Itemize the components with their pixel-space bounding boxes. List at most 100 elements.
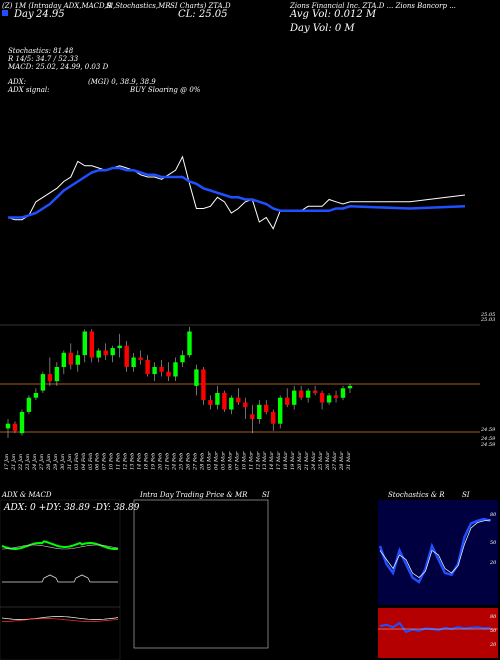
candle-body bbox=[243, 402, 248, 408]
intraday-panel bbox=[133, 499, 269, 649]
candle-body bbox=[173, 362, 178, 377]
candle-body bbox=[340, 388, 346, 398]
adx-signal-label: ADX signal: bbox=[8, 86, 50, 94]
x-tick-label: 05 Feb bbox=[88, 453, 94, 470]
macd-signal-line bbox=[2, 618, 119, 622]
candle-body bbox=[222, 393, 227, 410]
candle-body bbox=[257, 404, 262, 419]
x-tick-label: 12 Feb bbox=[123, 453, 129, 470]
candle-body bbox=[298, 390, 304, 398]
moving-average-line bbox=[8, 166, 466, 219]
candles bbox=[5, 326, 353, 438]
x-tick-label: 20 Mar bbox=[297, 451, 303, 471]
x-tick-label: 22 Jan bbox=[18, 454, 24, 471]
stoch-label-50: 50 bbox=[490, 540, 497, 546]
stoch-panel-title: Stochastics & R bbox=[388, 491, 445, 499]
x-tick-label: 10 Feb bbox=[109, 453, 115, 470]
adx-panel bbox=[0, 499, 121, 660]
x-tick-label: 12 Mar bbox=[255, 451, 261, 470]
candle-body bbox=[145, 359, 150, 375]
x-tick-label: 11 Feb bbox=[116, 453, 122, 470]
adx-green-line bbox=[1, 540, 119, 550]
candle-body bbox=[103, 350, 108, 356]
stochastics-r-readout: R 14/5: 34.7 / 52.33 bbox=[8, 55, 79, 63]
candle-body bbox=[152, 367, 157, 375]
x-tick-label: 27 Jan bbox=[39, 454, 45, 471]
x-tick-label: 24 Jan bbox=[32, 454, 38, 471]
adx-panel-title: ADX & MACD bbox=[2, 491, 52, 499]
x-axis-labels: 17 Jan 21 Jan 22 Jan 23 Jan 24 Jan 27 Jan 28 J… bbox=[4, 451, 352, 471]
adx-signal-mid: BUY Sloaring @ 0% bbox=[130, 86, 201, 94]
candle-body bbox=[250, 414, 255, 419]
candle-body bbox=[89, 331, 94, 358]
candle-body bbox=[54, 367, 60, 382]
candle-body bbox=[131, 357, 136, 367]
candle-body bbox=[26, 397, 32, 412]
change-label: 24.95 bbox=[36, 9, 65, 20]
x-tick-label: 28 Feb bbox=[199, 453, 205, 471]
intra-panel-title: Intra Day Trading Price & MR bbox=[140, 491, 248, 499]
candle-body bbox=[68, 352, 73, 365]
candle-body bbox=[264, 404, 269, 412]
candle-body bbox=[278, 397, 283, 424]
header-line1-mid: Sl,Stochastics,MR bbox=[106, 2, 171, 10]
x-tick-label: 28 Mar bbox=[339, 451, 345, 471]
candle-body bbox=[305, 390, 311, 398]
rsi-label-80: 80 bbox=[490, 614, 497, 620]
candle-body bbox=[194, 369, 199, 386]
candle-body bbox=[180, 355, 185, 363]
x-tick-label: 04 Mar bbox=[213, 451, 219, 470]
x-tick-label: 24 Feb bbox=[172, 453, 178, 471]
x-tick-label: 21 Mar bbox=[304, 451, 310, 471]
grid-lines bbox=[0, 324, 480, 433]
x-tick-label: 17 Mar bbox=[276, 451, 282, 470]
x-tick-label: 31 Mar bbox=[346, 451, 352, 470]
x-tick-label: 25 Mar bbox=[318, 451, 324, 471]
adx-lower-line bbox=[2, 574, 118, 583]
price-lines bbox=[7, 155, 466, 230]
candle-body bbox=[82, 331, 87, 356]
rsi-label-20: 20 bbox=[490, 642, 497, 648]
x-tick-label: 10 Mar bbox=[241, 451, 247, 470]
candle-body bbox=[110, 348, 115, 356]
candle-body bbox=[333, 395, 339, 398]
x-tick-label: 07 Mar bbox=[234, 451, 240, 470]
price-axis-label-4: 24.59 bbox=[481, 436, 496, 442]
price-axis-label-2: 25.03 bbox=[481, 317, 496, 323]
x-tick-label: 13 Feb bbox=[130, 453, 136, 470]
candle-body bbox=[208, 400, 213, 405]
x-tick-label: 30 Jan bbox=[60, 454, 66, 470]
x-tick-label: 28 Jan bbox=[46, 454, 52, 471]
rsi-lines bbox=[378, 621, 498, 634]
candle-body bbox=[61, 352, 66, 367]
candle-body bbox=[319, 393, 325, 403]
candle-body bbox=[159, 367, 164, 372]
candle-body bbox=[117, 345, 122, 349]
x-tick-label: 14 Feb bbox=[137, 453, 143, 470]
x-tick-label: 17 Jan bbox=[4, 454, 10, 470]
candle-body bbox=[347, 385, 353, 389]
stoch-label-20: 20 bbox=[490, 560, 497, 566]
candle-body bbox=[75, 355, 80, 365]
stoch-panel-si: SI bbox=[462, 491, 470, 499]
day-label: Day bbox=[14, 9, 34, 20]
x-tick-label: 26 Mar bbox=[325, 451, 331, 471]
x-tick-label: 03 Feb bbox=[74, 453, 80, 470]
x-tick-label: 31 Jan bbox=[67, 454, 73, 470]
x-tick-label: 24 Mar bbox=[311, 451, 317, 471]
candle-body bbox=[271, 411, 276, 424]
x-tick-label: 06 Mar bbox=[227, 451, 233, 470]
rsi-panel bbox=[378, 608, 498, 658]
price-line bbox=[7, 155, 466, 230]
macd-line bbox=[1, 616, 119, 620]
candle-body bbox=[12, 423, 18, 431]
x-tick-label: 23 Jan bbox=[25, 454, 31, 471]
x-tick-label: 07 Feb bbox=[102, 453, 108, 470]
x-tick-label: 14 Mar bbox=[269, 451, 275, 470]
stoch-lines bbox=[378, 517, 491, 584]
x-tick-label: 03 Mar bbox=[206, 451, 212, 470]
stochastics-readout: Stochastics: 81.48 bbox=[8, 47, 74, 55]
candle-body bbox=[236, 397, 241, 403]
stochastics-panel bbox=[378, 500, 498, 605]
adx-readout: ADX: 0 +DY: 38.89 -DY: 38.89 bbox=[4, 503, 140, 513]
